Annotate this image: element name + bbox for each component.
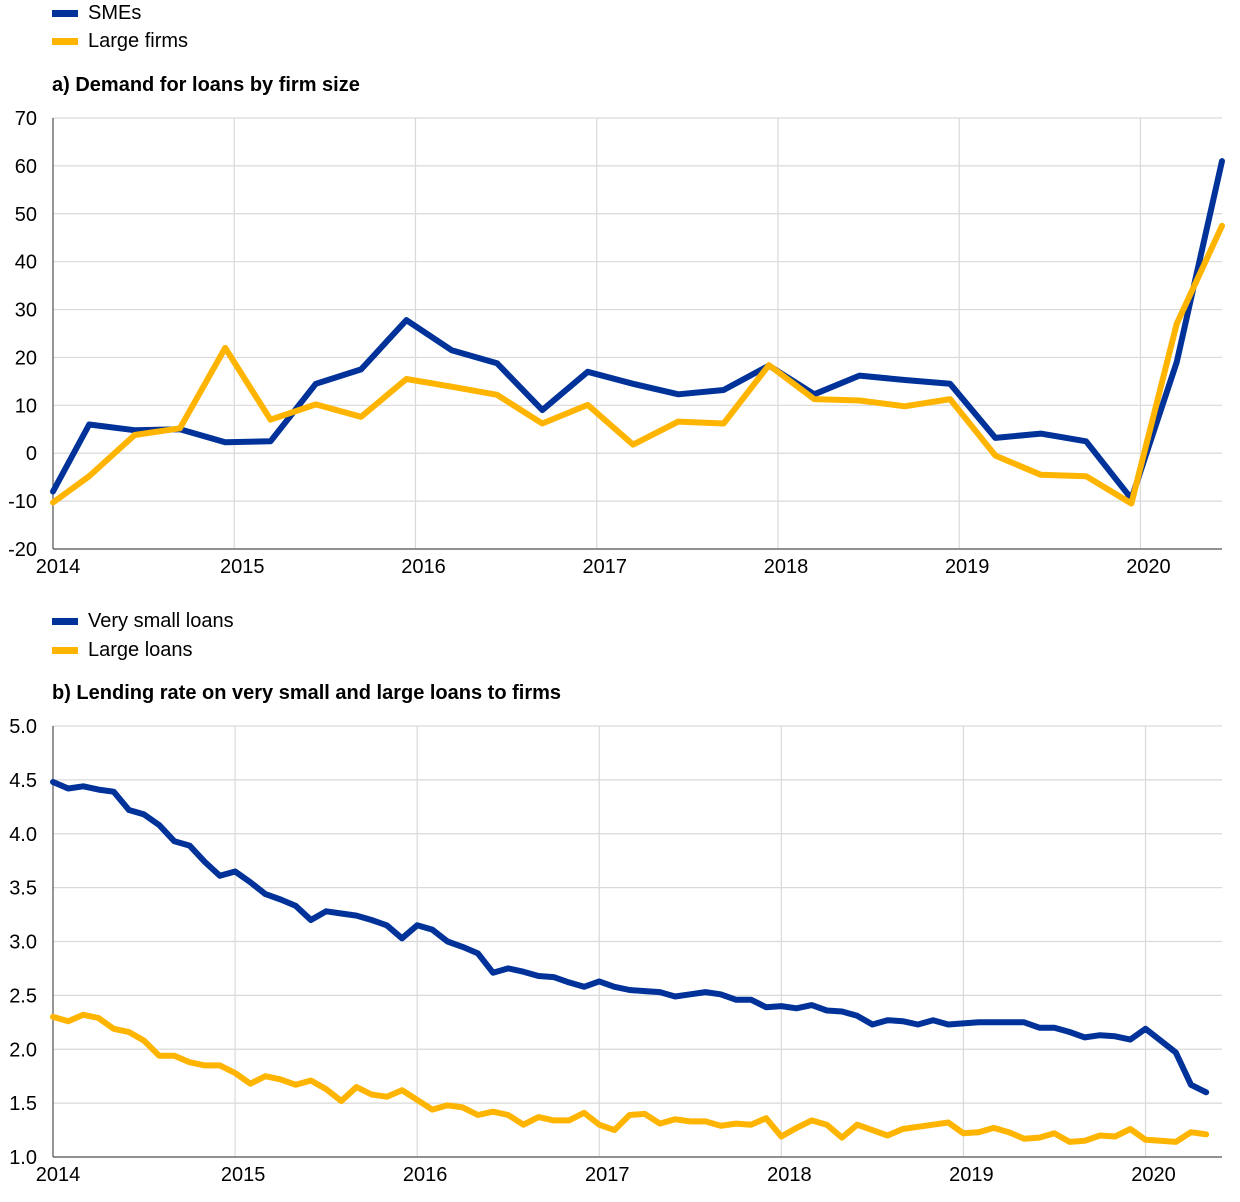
legend-swatch-large-loans xyxy=(52,647,78,654)
panel-b-x-tick-label: 2017 xyxy=(585,1164,630,1186)
panel-b-y-tick-label: 2.5 xyxy=(9,985,37,1007)
panel-b-series-line-large-loans xyxy=(50,1011,1210,1145)
panel-b-x-tick-label: 2015 xyxy=(221,1164,266,1186)
legend-label-smes: SMEs xyxy=(88,2,142,24)
legend-swatch-very-small-loans xyxy=(52,618,78,625)
legend-label-large-firms: Large firms xyxy=(88,30,189,52)
legend-item-large-loans: Large loans xyxy=(52,639,193,662)
panel-a-y-tick-label: 0 xyxy=(26,443,37,465)
panel-b-y-tick-label: 4.5 xyxy=(9,770,37,792)
legend-label-large-loans: Large loans xyxy=(88,639,193,661)
panel-b-x-tick-label: 2020 xyxy=(1131,1164,1176,1186)
legend-swatch-smes xyxy=(52,10,78,17)
legend-item-very-small-loans: Very small loans xyxy=(52,610,234,633)
panel-a-y-tick-label: 10 xyxy=(15,395,37,417)
legend-swatch-large-firms xyxy=(52,38,78,45)
panel-a-title: a) Demand for loans by firm size xyxy=(52,74,360,96)
panel-b-y-tick-label: 4.0 xyxy=(9,824,37,846)
panel-a-y-tick-label: 70 xyxy=(15,108,37,130)
panel-a-y-tick-label: 30 xyxy=(15,300,37,322)
panel-b-y-tick-label: 1.0 xyxy=(9,1147,37,1169)
legend-label-very-small-loans: Very small loans xyxy=(88,610,234,632)
panel-b-x-tick-label: 2016 xyxy=(403,1164,448,1186)
legend-item-smes: SMEs xyxy=(52,2,141,25)
panel-b-series-line-very-small-loans xyxy=(50,779,1210,1096)
panel-b-title: b) Lending rate on very small and large … xyxy=(52,682,562,704)
panel-a-y-tick-label: 50 xyxy=(15,204,37,226)
panel-a-y-tick-label: 20 xyxy=(15,347,37,369)
panel-b-y-tick-label: 1.5 xyxy=(9,1093,37,1115)
panel-a-plot: -20 -10 0 10 20 30 40 50 60 70 2014 2015 2016 2017 201… xyxy=(8,108,1225,578)
panel-a-series-line-large-firms xyxy=(50,222,1225,507)
panel-a-y-tick-label: 60 xyxy=(15,156,37,178)
panel-b-x-tick-label: 2019 xyxy=(949,1164,994,1186)
panel-a-x-tick-label: 2014 xyxy=(36,556,81,578)
panel-b-y-tick-label: 3.0 xyxy=(9,932,37,954)
panel-b-y-tick-label: 3.5 xyxy=(9,878,37,900)
panel-a-y-tick-label: -20 xyxy=(8,539,37,561)
panel-b-y-tick-label: 2.0 xyxy=(9,1039,37,1061)
panel-b-plot: 1.0 1.5 2.0 2.5 3.0 3.5 4.0 4.5 5.0 2014 2015 2016 2… xyxy=(9,716,1222,1186)
panel-a-x-tick-label: 2015 xyxy=(220,556,265,578)
panel-a-x-tick-label: 2020 xyxy=(1126,556,1171,578)
panel-a-x-tick-label: 2018 xyxy=(764,556,809,578)
panel-a-x-tick-label: 2019 xyxy=(945,556,990,578)
panel-b-x-tick-label: 2018 xyxy=(767,1164,812,1186)
panel-b-x-tick-label: 2014 xyxy=(36,1164,81,1186)
panel-a-y-tick-label: 40 xyxy=(15,252,37,274)
panel-a-y-tick-label: -10 xyxy=(8,491,37,513)
panel-a-x-tick-label: 2017 xyxy=(582,556,627,578)
legend-item-large-firms: Large firms xyxy=(52,30,188,53)
panel-a-series-line-smes xyxy=(50,158,1225,502)
panel-a-x-tick-label: 2016 xyxy=(401,556,446,578)
panel-b-y-tick-label: 5.0 xyxy=(9,716,37,738)
